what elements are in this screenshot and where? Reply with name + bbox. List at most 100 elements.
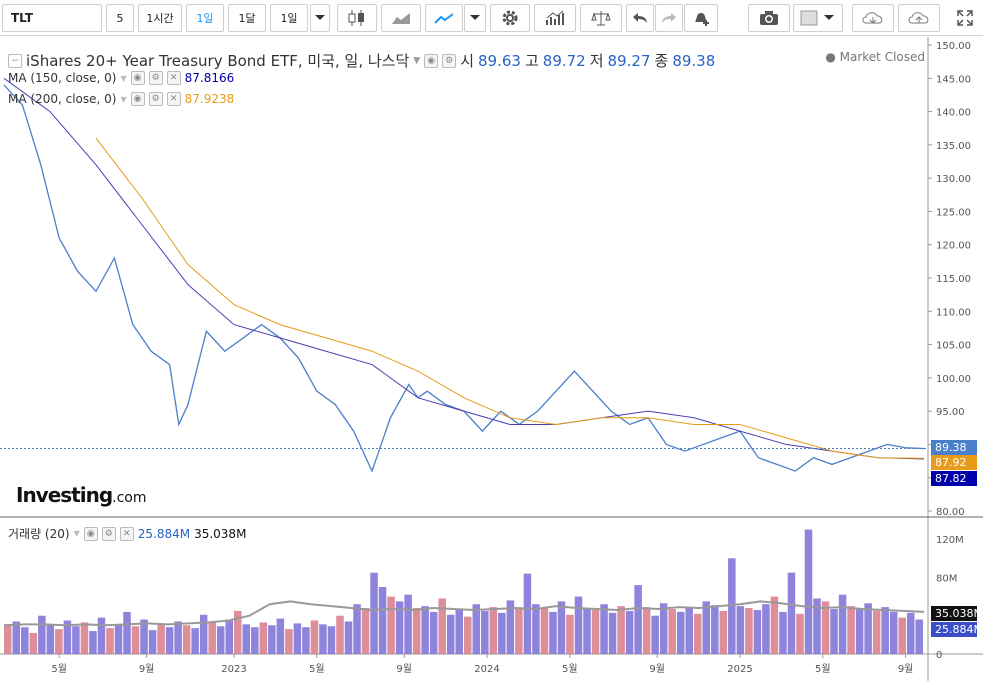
color-picker-button[interactable] [793, 4, 843, 32]
chart-canvas[interactable]: 150.00 145.00 140.00 135.00 130.00 125.00 120.… [0, 37, 983, 681]
volume-bar [906, 612, 915, 654]
ma150-label: MA (150, close, 0) [8, 71, 117, 85]
volume-bar [4, 625, 12, 654]
last-price-label: 89.38 [931, 440, 977, 455]
price-tick-label: 130.00 [936, 174, 971, 185]
volume-bar [804, 529, 813, 654]
time-tick-label: 9월 [898, 663, 914, 675]
settings-icon[interactable]: ⚙ [101, 526, 116, 541]
settings-icon[interactable]: ⚙ [148, 71, 163, 85]
time-tick-label: 9월 [396, 663, 412, 675]
time-tick-label: 5월 [562, 663, 578, 675]
volume-bar [685, 608, 693, 654]
volume-bar [762, 604, 770, 654]
logo-text: Investing [16, 483, 113, 507]
remove-icon[interactable]: ✕ [166, 92, 181, 106]
volume-bar [523, 573, 532, 654]
compare-button[interactable] [580, 4, 622, 32]
alert-button[interactable] [684, 4, 718, 32]
symbol-input[interactable]: TLT [2, 4, 102, 32]
volume-bar [182, 625, 191, 654]
volume-tick-label: 0 [936, 650, 942, 661]
volume-bar [855, 609, 864, 654]
volume-bar [12, 621, 21, 654]
volume-label: 거래량 (20) [8, 527, 70, 541]
candlestick-icon [348, 10, 364, 26]
time-tick-label: 5월 [51, 663, 67, 675]
low-label: 저 [589, 52, 604, 70]
interval-1d-button[interactable]: 1일 [186, 4, 224, 32]
volume-bar [617, 606, 625, 654]
volume-bar [728, 558, 736, 654]
volume-bar [796, 613, 804, 654]
volume-bar [285, 629, 293, 654]
settings-icon[interactable]: ⚙ [442, 53, 457, 68]
volume-bar [225, 619, 233, 654]
price-tick-label: 110.00 [936, 307, 971, 318]
volume-bar [515, 609, 523, 654]
price-tick-label: 145.00 [936, 74, 971, 85]
volume-bar [830, 609, 838, 654]
volume-tick-label: 80M [936, 573, 957, 584]
volume-bar [259, 622, 268, 654]
volume-bar [421, 606, 429, 654]
screenshot-button[interactable] [748, 4, 790, 32]
area-type-button[interactable] [381, 4, 421, 32]
volume-bar [327, 626, 336, 654]
collapse-icon[interactable]: − [8, 53, 22, 68]
volume-bar [446, 614, 455, 654]
remove-icon[interactable]: ✕ [119, 526, 134, 541]
volume-bar [319, 624, 327, 654]
chart-type-dropdown-button[interactable] [464, 4, 486, 32]
interval-dropdown-button[interactable] [310, 4, 330, 32]
ma200-line [95, 137, 925, 459]
volume-bar [813, 598, 821, 654]
price-tick-label: 105.00 [936, 341, 971, 352]
interval-1m-button[interactable]: 1일 [270, 4, 308, 32]
visibility-icon[interactable]: ◉ [130, 92, 145, 106]
volume-bar [540, 608, 549, 654]
interval-1w-button[interactable]: 1달 [228, 4, 266, 32]
title-dropdown-icon[interactable]: ▼ [413, 55, 421, 66]
price-tick-label: 125.00 [936, 207, 971, 218]
interval-1h-button[interactable]: 1시간 [138, 4, 182, 32]
ma150-dropdown-icon[interactable]: ▼ [120, 73, 127, 83]
chart-area[interactable]: 150.00 145.00 140.00 135.00 130.00 125.00 120.… [0, 37, 983, 681]
volume-bar [336, 615, 344, 654]
volume-bar [131, 626, 140, 654]
candlestick-type-button[interactable] [337, 4, 377, 32]
time-tick-label: 5월 [309, 663, 325, 675]
volume-bar [770, 596, 779, 654]
close-value: 89.38 [672, 51, 716, 70]
volume-bar [438, 598, 446, 654]
settings-button[interactable] [490, 4, 530, 32]
chevron-down-icon [315, 15, 325, 20]
visibility-icon[interactable]: ◉ [130, 71, 145, 85]
volume-bar [387, 596, 395, 654]
save-layout-button[interactable] [898, 4, 940, 32]
redo-button[interactable] [655, 4, 683, 32]
volume-bar [625, 610, 634, 654]
volume-bar [208, 622, 216, 654]
load-layout-button[interactable] [852, 4, 894, 32]
volume-bar [310, 620, 319, 654]
volume-bar [46, 624, 55, 654]
volume-bar [574, 596, 583, 654]
interval-input[interactable]: 5 [106, 4, 134, 32]
volume-dropdown-icon[interactable]: ▼ [73, 529, 80, 538]
settings-icon[interactable]: ⚙ [148, 92, 163, 106]
visibility-icon[interactable]: ◉ [424, 53, 439, 68]
volume-bar [302, 627, 310, 654]
indicators-button[interactable] [534, 4, 576, 32]
ma200-dropdown-icon[interactable]: ▼ [120, 94, 127, 104]
visibility-icon[interactable]: ◉ [83, 526, 98, 541]
volume-bar [293, 623, 302, 654]
undo-button[interactable] [626, 4, 654, 32]
line-type-button[interactable] [425, 4, 463, 32]
redo-icon [662, 13, 676, 23]
fullscreen-button[interactable] [950, 4, 980, 32]
volume-bar [242, 624, 251, 654]
remove-icon[interactable]: ✕ [166, 71, 181, 85]
volume-bar [251, 627, 259, 654]
volume-bar [872, 610, 881, 654]
